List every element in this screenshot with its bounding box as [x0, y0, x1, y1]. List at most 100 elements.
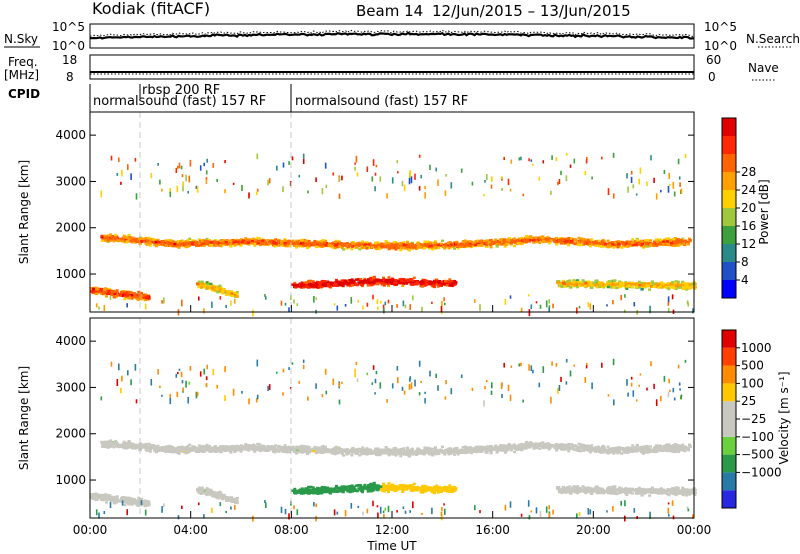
power-cell — [379, 279, 383, 282]
power-cell — [350, 278, 354, 281]
power-cell — [344, 304, 347, 307]
power-cell — [412, 276, 416, 279]
power-cell — [160, 240, 164, 243]
power-cell — [209, 241, 213, 244]
power-cell — [682, 282, 686, 285]
power-cell — [621, 283, 625, 287]
power-cell — [218, 244, 222, 247]
power-cell — [338, 176, 341, 181]
power-cell — [632, 243, 636, 246]
power-cell — [122, 234, 126, 238]
power-cell — [235, 295, 239, 298]
power-cell — [384, 301, 387, 306]
power-cell — [442, 245, 445, 248]
velocity-cell — [483, 445, 487, 449]
power-cell — [422, 279, 426, 282]
power-cell — [105, 295, 108, 298]
power-cell — [429, 246, 433, 249]
y-tick-label: 4000 — [55, 128, 86, 142]
colorbar-tick-label: 12 — [741, 237, 756, 251]
power-cell — [402, 247, 406, 250]
power-cell — [412, 295, 414, 301]
power-cell — [311, 280, 315, 283]
power-cell — [378, 244, 382, 247]
power-cell — [427, 243, 431, 246]
power-cell — [682, 240, 685, 243]
power-cell — [175, 167, 178, 174]
power-cell — [659, 285, 663, 288]
power-cell — [307, 286, 311, 289]
power-cell — [401, 282, 405, 285]
nsearch-label: N.Search — [746, 32, 800, 46]
power-cell — [418, 281, 422, 284]
power-cell — [673, 191, 676, 197]
power-cell — [601, 283, 605, 286]
y-tick-label: 1000 — [55, 267, 86, 281]
power-cell — [383, 242, 387, 245]
power-cell — [126, 292, 130, 295]
power-scatter — [90, 152, 697, 317]
power-cell — [645, 245, 649, 248]
power-cell — [453, 281, 457, 284]
power-cell — [154, 244, 158, 247]
nsearch-tick-bottom: 10^0 — [704, 39, 737, 53]
power-cell — [101, 292, 105, 296]
power-cell — [234, 298, 236, 304]
power-cell — [435, 283, 439, 286]
velocity-cell — [131, 447, 134, 450]
velocity-cell — [555, 443, 559, 446]
power-cell — [415, 281, 419, 284]
power-cell — [563, 240, 567, 243]
power-cell — [577, 284, 581, 287]
power-cell — [606, 304, 608, 307]
power-cell — [159, 242, 163, 246]
power-cell — [633, 302, 636, 307]
power-cell — [212, 289, 216, 292]
velocity-cell — [531, 442, 535, 445]
power-cell — [137, 290, 141, 294]
velocity-cell — [342, 454, 346, 457]
power-cell — [394, 245, 398, 248]
power-cell — [648, 244, 651, 248]
power-cell — [230, 290, 234, 293]
nsky-label: N.Sky — [4, 32, 38, 46]
power-cell — [295, 246, 298, 249]
power-cell — [630, 283, 634, 286]
power-cell — [625, 242, 629, 245]
power-cell — [215, 288, 219, 291]
power-cell — [345, 247, 349, 250]
power-cell — [104, 290, 108, 293]
power-cell — [401, 180, 404, 187]
freq-frame — [89, 54, 695, 80]
power-cell — [490, 240, 494, 244]
power-cell — [346, 282, 350, 285]
power-cell — [510, 239, 514, 242]
cpid-segment-1: normalsound (fast) 157 RF — [93, 94, 266, 109]
power-cell — [671, 280, 675, 284]
velocity-cell — [430, 447, 434, 451]
power-cell — [498, 241, 502, 244]
power-cell — [421, 281, 425, 284]
velocity-cell — [211, 450, 215, 453]
power-cell — [169, 191, 172, 198]
power-cell — [224, 189, 226, 194]
power-cell — [98, 306, 100, 310]
power-cell — [384, 240, 388, 243]
power-cell — [333, 303, 336, 306]
power-cell — [566, 284, 570, 288]
power-cell — [364, 243, 367, 246]
power-cell — [671, 285, 675, 288]
power-cell — [133, 295, 137, 298]
power-cell — [440, 281, 444, 284]
colorbar-swatch — [722, 226, 736, 244]
power-cell — [406, 241, 409, 244]
power-cell — [169, 187, 171, 194]
power-cell — [510, 159, 513, 164]
power-cell — [309, 283, 313, 286]
power-cell — [461, 243, 465, 246]
power-cell — [161, 300, 163, 304]
power-cell — [669, 241, 673, 245]
power-cell — [418, 186, 421, 191]
power-cell — [370, 279, 374, 282]
power-cell — [550, 190, 552, 195]
